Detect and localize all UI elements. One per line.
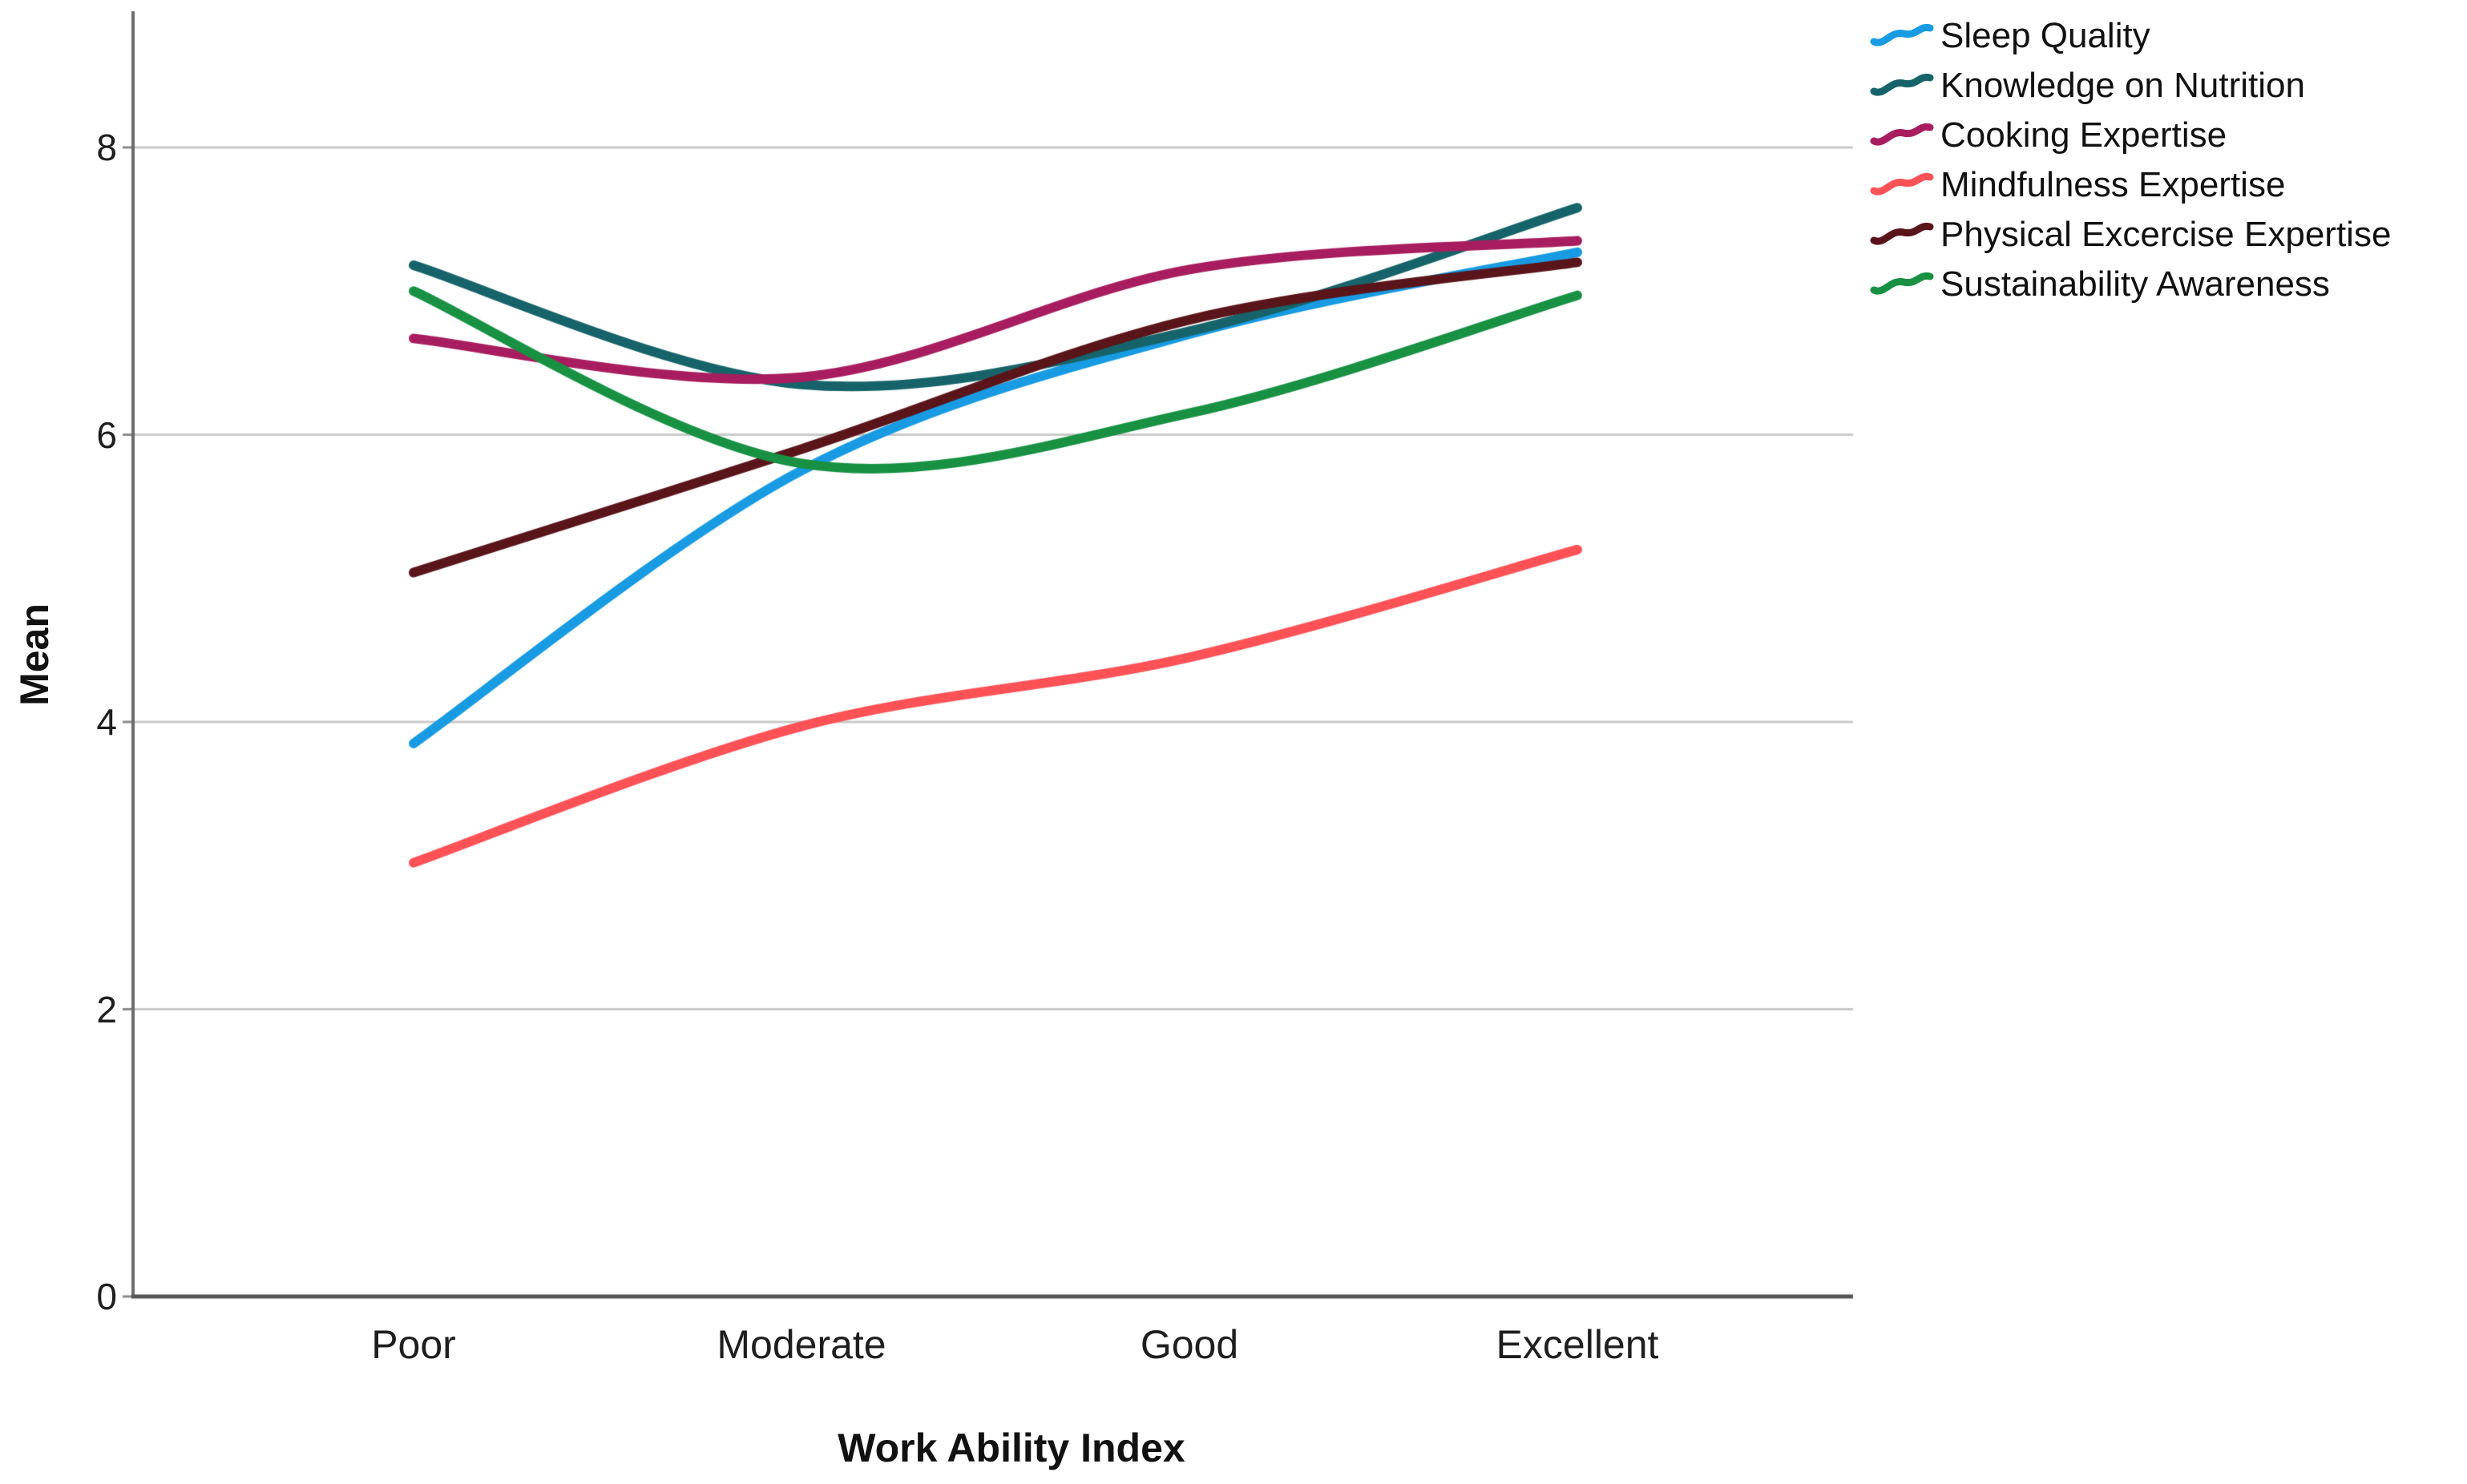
y-tick-label: 4 [96,701,117,743]
legend-swatch-line [1870,123,1934,146]
legend-label: Cooking Expertise [1940,115,2227,155]
legend-label: Sleep Quality [1940,16,2150,55]
category-label: Excellent [1496,1322,1659,1367]
legend-item: Cooking Expertise [1870,111,2391,160]
y-tick-label: 2 [96,988,117,1030]
legend-item: Knowledge on Nutrition [1870,61,2391,111]
legend-label: Knowledge on Nutrition [1940,66,2305,105]
legend-item: Mindfulness Expertise [1870,160,2391,210]
y-tick-label: 8 [96,127,117,168]
legend-item: Sleep Quality [1870,11,2391,61]
x-axis-title: Work Ability Index [838,1426,1185,1470]
y-tick-label: 6 [96,413,117,456]
legend-item: Sustainability Awareness [1870,260,2391,309]
legend-item: Physical Excercise Expertise [1870,210,2391,260]
legend-label: Mindfulness Expertise [1940,165,2286,204]
legend: Sleep Quality Knowledge on Nutrition Cooki… [1870,11,2391,309]
category-label: Poor [371,1322,456,1367]
legend-label: Physical Excercise Expertise [1940,215,2392,254]
legend-swatch-line [1870,172,1934,196]
category-label: Good [1140,1322,1239,1367]
category-label: Moderate [717,1322,886,1367]
legend-swatch-line [1870,222,1934,245]
y-tick-label: 0 [96,1276,117,1317]
legend-swatch-line [1870,73,1934,96]
legend-swatch-line [1870,23,1934,46]
legend-label: Sustainability Awareness [1940,264,2330,304]
legend-swatch-line [1870,272,1934,295]
